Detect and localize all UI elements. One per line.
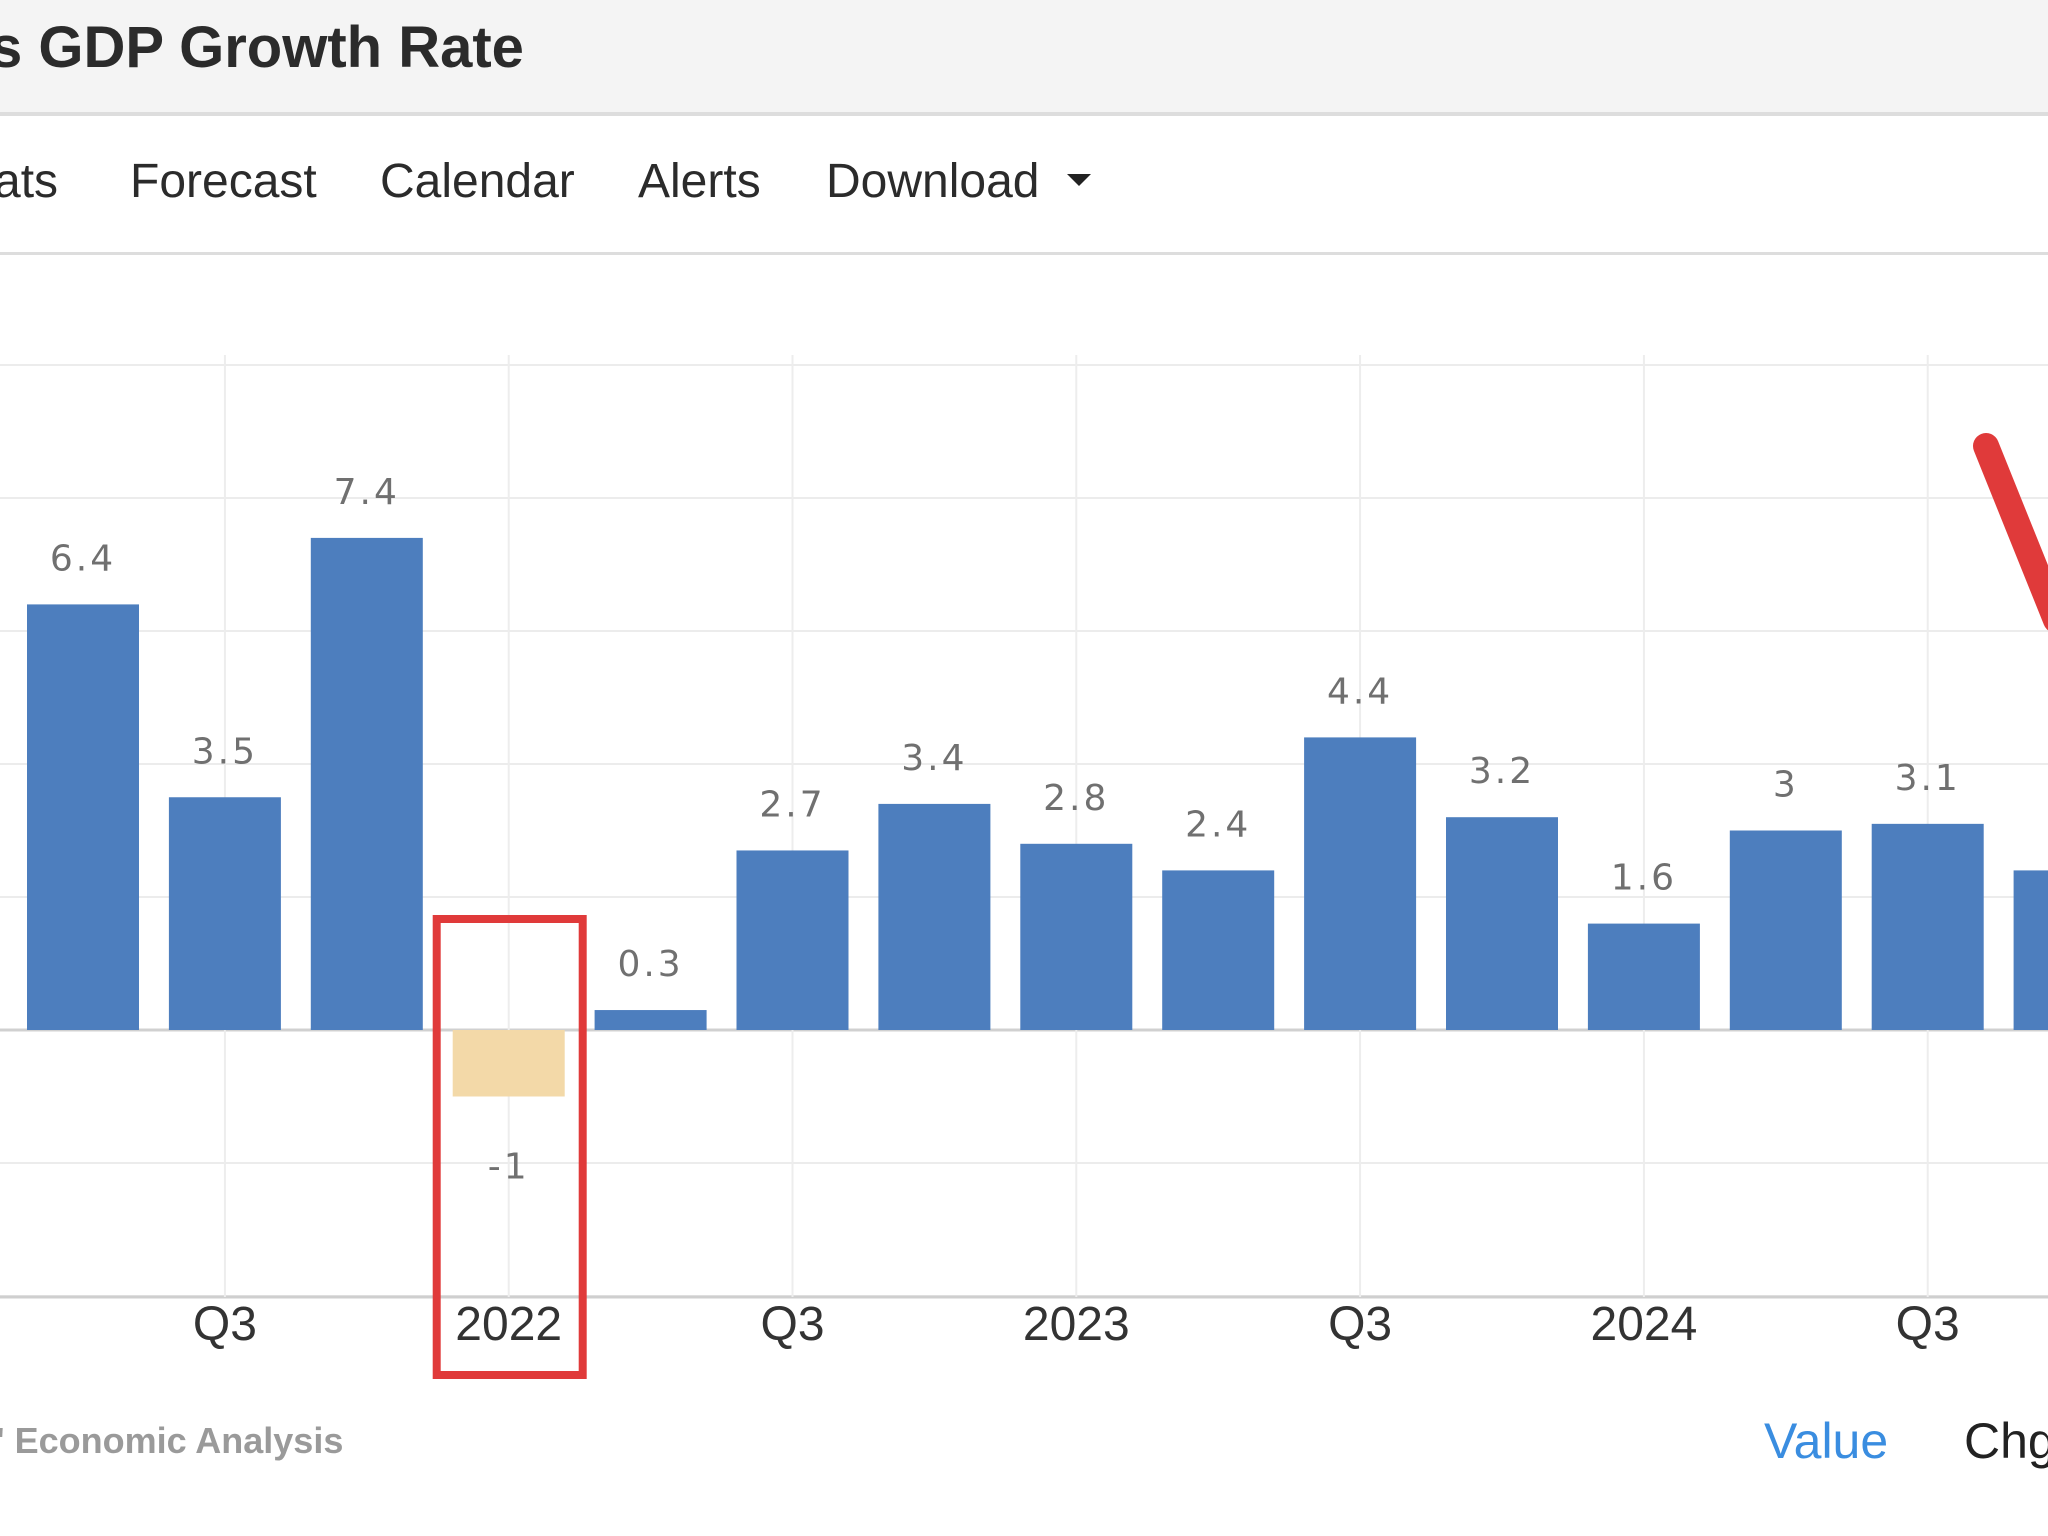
data-label: 1.6 bbox=[1611, 858, 1677, 899]
bar bbox=[27, 604, 139, 1030]
x-tick-label: 2022 bbox=[455, 1298, 562, 1351]
data-label: 3.1 bbox=[1895, 758, 1961, 799]
data-label: 0.3 bbox=[617, 944, 683, 985]
bar bbox=[168, 797, 281, 1030]
nav-calendar[interactable]: Calendar bbox=[380, 155, 575, 208]
bar bbox=[1729, 830, 1842, 1030]
chart-x-tick-labels: Q3 2022 Q3 2023 Q3 2024 Q3 bbox=[193, 1298, 1960, 1351]
x-tick-label: Q3 bbox=[1328, 1298, 1392, 1351]
bar bbox=[594, 1010, 707, 1030]
nav-bar: ats Forecast Calendar Alerts Download bbox=[0, 116, 2048, 255]
data-label: 3.4 bbox=[901, 738, 967, 779]
bar bbox=[878, 803, 991, 1030]
data-label: 4.4 bbox=[1327, 671, 1393, 712]
chart-annotations bbox=[432, 433, 2048, 1379]
source-credit: ' Economic Analysis bbox=[0, 1420, 344, 1461]
bar bbox=[736, 850, 849, 1030]
x-tick-label: 2023 bbox=[1023, 1298, 1130, 1351]
chart-data-labels: 6.43.57.4-10.32.73.42.82.44.43.21.633.12 bbox=[50, 472, 1961, 1188]
highlight-box bbox=[432, 915, 587, 1379]
chart-bars bbox=[27, 537, 2048, 1097]
x-tick-label: Q3 bbox=[760, 1298, 824, 1351]
bar bbox=[1871, 823, 1984, 1030]
page-title: s GDP Growth Rate bbox=[0, 15, 524, 80]
data-label: 7.4 bbox=[334, 472, 400, 513]
data-label: 3.5 bbox=[192, 731, 258, 772]
data-label: 2.8 bbox=[1043, 778, 1109, 819]
x-tick-label: 2024 bbox=[1591, 1298, 1698, 1351]
arrow-icon bbox=[1973, 433, 2048, 631]
bar bbox=[452, 1030, 565, 1097]
data-label: 3.2 bbox=[1469, 751, 1535, 792]
caret-down-icon bbox=[1067, 174, 1092, 187]
nav-alerts[interactable]: Alerts bbox=[638, 155, 761, 208]
bar bbox=[1446, 817, 1558, 1030]
x-tick-label: Q3 bbox=[193, 1298, 257, 1351]
nav-stats[interactable]: ats bbox=[0, 155, 59, 208]
bar bbox=[310, 537, 423, 1030]
data-label: 6.4 bbox=[50, 538, 116, 579]
x-tick-label: Q3 bbox=[1896, 1298, 1960, 1351]
data-label: 2.7 bbox=[759, 784, 825, 825]
nav-download[interactable]: Download bbox=[826, 154, 1092, 209]
bar bbox=[1162, 870, 1275, 1030]
nav-download-label: Download bbox=[826, 155, 1040, 208]
chart-grid bbox=[0, 355, 2048, 1299]
bar bbox=[2013, 870, 2048, 1030]
bar bbox=[1304, 737, 1417, 1030]
data-label: 2.4 bbox=[1185, 804, 1251, 845]
nav-forecast[interactable]: Forecast bbox=[130, 155, 317, 208]
value-tab[interactable]: Value bbox=[1764, 1413, 1889, 1469]
bar bbox=[1587, 923, 1700, 1030]
data-label: -1 bbox=[488, 1147, 530, 1188]
title-bar: s GDP Growth Rate bbox=[0, 0, 2048, 116]
bar bbox=[1020, 843, 1133, 1030]
chg-tab[interactable]: Chg bbox=[1964, 1413, 2048, 1469]
data-label: 3 bbox=[1773, 765, 1799, 806]
